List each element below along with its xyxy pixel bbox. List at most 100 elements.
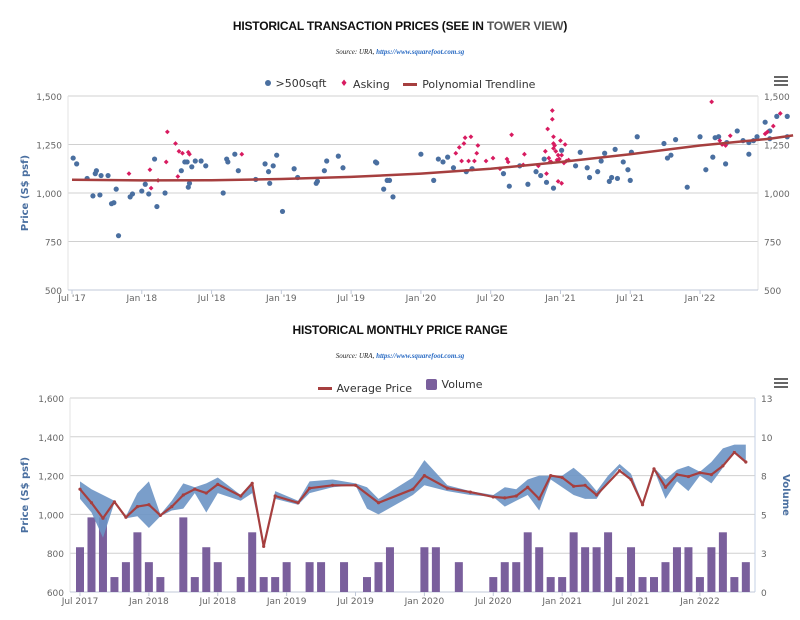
volume-bar xyxy=(202,547,211,592)
source-link[interactable]: https://www.squarefoot.com.sg xyxy=(376,352,465,360)
x-tick-label: Jan 2022 xyxy=(679,597,720,607)
y-tick-label-right: 500 xyxy=(764,287,781,297)
asking-point xyxy=(453,150,459,156)
asking-point xyxy=(462,135,468,141)
average-price-point xyxy=(262,544,266,549)
scatter-point xyxy=(105,172,111,179)
average-price-point xyxy=(721,464,725,468)
asking-point xyxy=(552,143,558,148)
scatter-point xyxy=(340,165,346,171)
scatter-point xyxy=(279,208,286,215)
scatter-point xyxy=(538,172,544,179)
y-tick-label: 1,500 xyxy=(36,93,62,103)
asking-point xyxy=(555,152,561,158)
average-price-point xyxy=(422,474,426,478)
scatter-point xyxy=(374,160,380,166)
volume-bar xyxy=(179,517,188,592)
x-tick-label: Jul '18 xyxy=(197,294,226,304)
volume-bar xyxy=(661,562,670,592)
legend-label: Polynomial Trendline xyxy=(422,78,536,91)
scatter-point xyxy=(595,169,601,175)
scatter-point xyxy=(440,159,446,165)
scatter-point xyxy=(184,159,190,165)
scatter-point xyxy=(543,179,550,185)
volume-bar xyxy=(282,562,291,592)
chart1-source: Source: URA, https://www.squarefoot.com.… xyxy=(0,48,800,56)
volume-bar xyxy=(454,562,463,592)
y-tick-label: 800 xyxy=(47,550,64,560)
asking-point xyxy=(475,143,481,148)
asking-point xyxy=(727,133,733,139)
average-price-point xyxy=(216,482,220,486)
scatter-point xyxy=(625,167,631,173)
scatter-point xyxy=(541,156,547,162)
scatter-point xyxy=(598,158,604,164)
legend-item-500sqft[interactable]: >500sqft xyxy=(264,77,326,90)
volume-bar xyxy=(76,547,84,592)
circle-marker-icon xyxy=(264,80,271,86)
scatter-point xyxy=(533,169,539,175)
average-price-point xyxy=(204,491,208,495)
y-tick-label: 750 xyxy=(45,239,62,249)
y-tick-label-right: 13 xyxy=(761,395,772,405)
scatter-point xyxy=(606,178,612,184)
scatter-point xyxy=(265,169,272,175)
asking-point xyxy=(483,158,489,164)
x-tick-label: Jul 2019 xyxy=(336,597,374,607)
scatter-point xyxy=(661,140,667,147)
x-tick-label: Jul '21 xyxy=(615,294,644,304)
volume-bar xyxy=(98,517,107,592)
asking-point xyxy=(490,155,496,161)
average-price-point xyxy=(296,501,300,505)
source-label: Source: URA, xyxy=(335,48,377,56)
volume-bar xyxy=(695,577,704,592)
hamburger-menu-icon[interactable] xyxy=(774,76,788,87)
legend-item-asking[interactable]: ♦ Asking xyxy=(340,78,390,91)
scatter-point xyxy=(113,186,119,192)
volume-bar xyxy=(592,547,601,592)
average-price-point xyxy=(158,513,162,517)
average-price-point xyxy=(640,503,645,507)
legend-item-volume[interactable]: Volume xyxy=(425,378,482,391)
volume-bar xyxy=(259,577,268,592)
y-tick-label-right: 1,250 xyxy=(764,142,790,152)
average-price-point xyxy=(572,484,576,488)
volume-bar xyxy=(718,532,727,592)
scatter-point xyxy=(525,181,531,187)
asking-point xyxy=(546,155,552,161)
scatter-point xyxy=(235,168,241,174)
x-tick-label: Jan 2021 xyxy=(541,597,582,607)
volume-bar xyxy=(558,577,567,592)
asking-point xyxy=(553,148,559,154)
average-price-point xyxy=(147,503,151,507)
average-price-point xyxy=(135,505,139,509)
volume-bar xyxy=(650,577,658,592)
scatter-point xyxy=(93,168,100,174)
legend-item-trendline[interactable]: Polynomial Trendline xyxy=(403,78,535,91)
asking-point xyxy=(468,134,474,140)
volume-bar xyxy=(87,517,96,592)
average-price-point xyxy=(78,487,82,491)
scatter-point xyxy=(139,188,145,194)
y-tick-label: 600 xyxy=(47,589,64,599)
square-marker-icon xyxy=(425,379,437,390)
asking-point xyxy=(466,158,471,164)
legend-item-average-price[interactable]: Average Price xyxy=(317,382,412,395)
scatter-point xyxy=(664,155,671,161)
y-tick-label: 1,200 xyxy=(38,473,64,483)
y-tick-label-right: 3 xyxy=(761,550,767,560)
hamburger-menu-icon[interactable] xyxy=(774,378,788,389)
average-price-point xyxy=(239,494,243,498)
scatter-point xyxy=(445,154,451,160)
scatter-point xyxy=(220,190,226,196)
source-link[interactable]: https://www.squarefoot.com.sg xyxy=(376,48,465,56)
volume-bar xyxy=(121,562,130,592)
scatter-point xyxy=(324,158,330,164)
volume-bar xyxy=(489,577,498,592)
x-tick-label: Jan '22 xyxy=(684,294,716,304)
tower-view-link[interactable]: TOWER VIEW xyxy=(486,19,564,33)
asking-point xyxy=(505,159,511,165)
scatter-point xyxy=(154,203,160,210)
average-price-point xyxy=(376,501,381,505)
